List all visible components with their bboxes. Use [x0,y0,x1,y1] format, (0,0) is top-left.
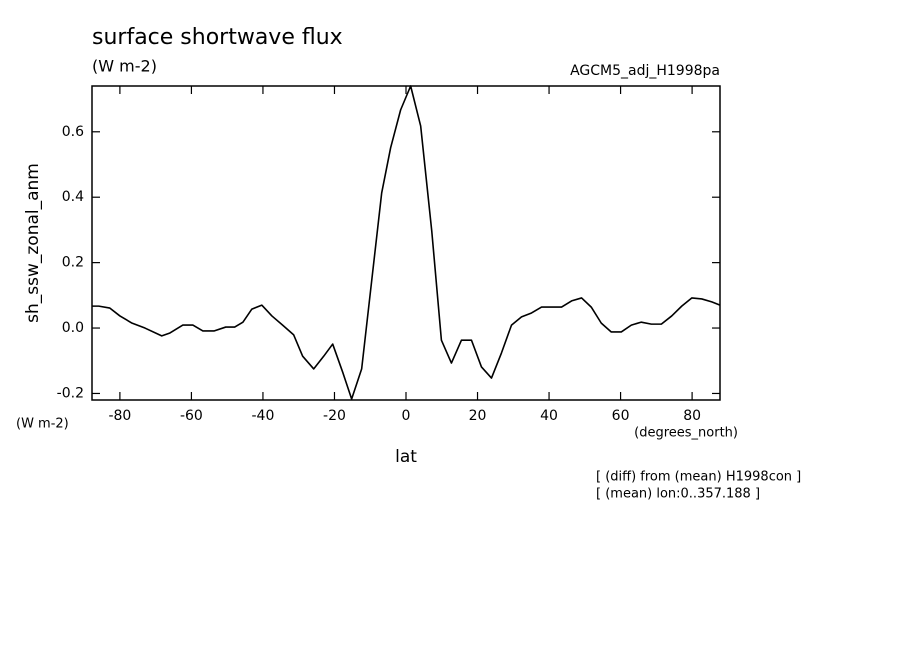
note: [ (mean) lon:0..357.188 ] [596,487,760,502]
y-unit: (W m-2) [16,417,69,432]
annotation: AGCM5_adj_H1998pa [570,63,720,79]
x-tick-label: -20 [323,408,346,424]
x-tick-label: 40 [540,408,558,424]
x-tick-label: 60 [612,408,630,424]
x-axis-label: lat [395,447,417,467]
y-axis-label: sh_ssw_zonal_anm [23,163,43,323]
x-tick-label: 80 [683,408,701,424]
note: [ (diff) from (mean) H1998con ] [596,470,801,485]
subtitle: (W m-2) [92,57,157,76]
x-tick-label: -40 [252,408,275,424]
y-tick-label: -0.2 [57,385,84,401]
y-tick-label: 0.6 [62,124,84,140]
y-tick-label: 0.4 [62,189,84,205]
data-line [92,85,721,400]
x-tick-label: 0 [402,408,411,424]
x-tick-label: -80 [108,408,131,424]
x-tick-label: -60 [180,408,203,424]
y-tick-label: 0.2 [62,255,84,271]
y-tick-label: 0.0 [62,320,84,336]
x-tick-label: 20 [469,408,487,424]
chart-title: surface shortwave flux [92,25,343,50]
x-unit: (degrees_north) [634,426,738,441]
